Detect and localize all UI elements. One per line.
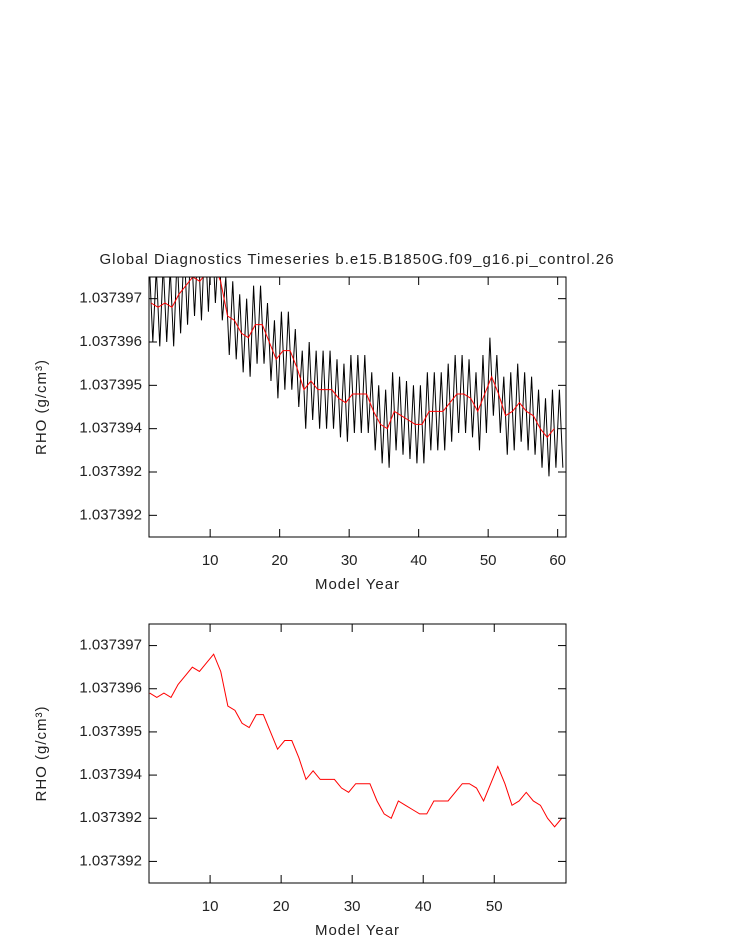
plot-area bbox=[149, 277, 564, 477]
x-tick-label: 30 bbox=[341, 552, 358, 569]
y-tick-label: 1.037394 bbox=[79, 766, 142, 783]
y-tick-label: 1.037396 bbox=[79, 680, 142, 697]
plot-frame bbox=[148, 623, 567, 884]
x-axis-label: Model Year bbox=[315, 576, 400, 593]
y-tick-label: 1.037392 bbox=[79, 852, 142, 869]
series-line bbox=[150, 277, 555, 439]
y-axis-label: RHO (g/cm³) bbox=[33, 706, 50, 802]
y-tick-label: 1.037395 bbox=[79, 376, 142, 393]
y-axis-label: RHO (g/cm³) bbox=[33, 359, 50, 455]
y-tick-label: 1.037392 bbox=[79, 506, 142, 523]
plot-area bbox=[149, 653, 563, 828]
y-tick-label: 1.037396 bbox=[79, 333, 142, 350]
y-tick-label: 1.037394 bbox=[79, 420, 142, 437]
x-axis-label: Model Year bbox=[315, 922, 400, 939]
y-tick-label: 1.037392 bbox=[79, 809, 142, 826]
plot-frame bbox=[148, 276, 567, 538]
y-tick-label: 1.037392 bbox=[79, 463, 142, 480]
y-tick-label: 1.037397 bbox=[79, 637, 142, 654]
x-tick-label: 10 bbox=[202, 552, 219, 569]
x-tick-label: 30 bbox=[344, 898, 361, 915]
y-tick-label: 1.037395 bbox=[79, 723, 142, 740]
x-tick-label: 10 bbox=[202, 898, 219, 915]
x-tick-label: 20 bbox=[271, 552, 288, 569]
series-line bbox=[149, 653, 563, 828]
x-tick-label: 50 bbox=[486, 898, 503, 915]
chart-title: Global Diagnostics Timeseries b.e15.B185… bbox=[99, 251, 614, 268]
x-tick-label: 40 bbox=[410, 552, 427, 569]
x-tick-label: 20 bbox=[273, 898, 290, 915]
x-tick-label: 50 bbox=[480, 552, 497, 569]
x-tick-label: 60 bbox=[549, 552, 566, 569]
y-tick-label: 1.037397 bbox=[79, 290, 142, 307]
x-tick-label: 40 bbox=[415, 898, 432, 915]
